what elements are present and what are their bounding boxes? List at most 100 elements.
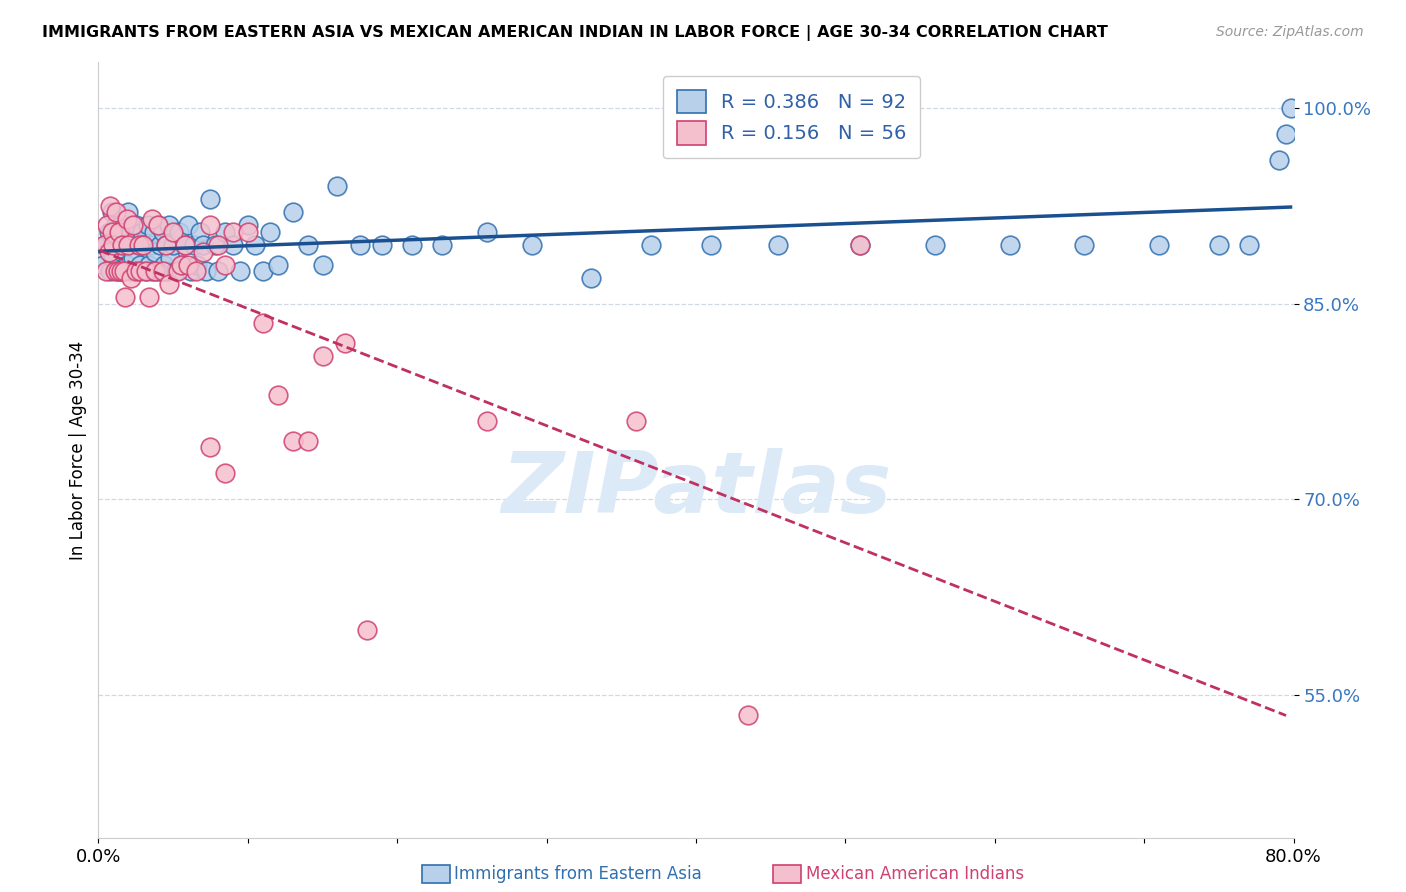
Point <box>120 225 142 239</box>
Point <box>155 238 177 252</box>
Point <box>297 434 319 448</box>
Point <box>139 238 162 252</box>
Point <box>129 258 152 272</box>
Point <box>191 244 214 259</box>
Point <box>128 238 150 252</box>
Point <box>640 238 662 252</box>
Point <box>475 414 498 428</box>
Point <box>1275 127 1298 141</box>
Point <box>159 251 181 265</box>
Point <box>101 205 124 219</box>
Point <box>157 277 180 292</box>
Point <box>1237 238 1260 252</box>
Point <box>186 258 208 272</box>
Point <box>148 219 170 233</box>
Point <box>153 258 176 272</box>
Point <box>129 264 152 278</box>
Point <box>135 264 157 278</box>
Point <box>115 211 138 226</box>
Point <box>125 264 148 278</box>
Point <box>138 290 160 304</box>
Point <box>401 238 423 252</box>
Point <box>157 219 180 233</box>
Point <box>142 225 165 239</box>
Point <box>98 199 122 213</box>
Point <box>93 238 115 252</box>
Point <box>204 238 226 252</box>
Point <box>103 251 125 265</box>
Point <box>103 238 125 252</box>
Point <box>267 388 290 402</box>
Point <box>333 335 356 350</box>
Point <box>581 270 603 285</box>
Text: ZIPatlas: ZIPatlas <box>501 448 891 531</box>
Point <box>174 238 197 252</box>
Point <box>183 238 205 252</box>
Point <box>281 434 304 448</box>
Point <box>111 238 134 252</box>
Point <box>141 264 163 278</box>
Point <box>191 238 214 252</box>
Point <box>111 244 134 259</box>
Point <box>207 264 229 278</box>
Point <box>131 225 153 239</box>
Point <box>195 264 218 278</box>
Point <box>214 225 236 239</box>
Point <box>172 258 194 272</box>
Point <box>236 219 259 233</box>
Point <box>162 238 184 252</box>
Point <box>924 238 946 252</box>
Text: Source: ZipAtlas.com: Source: ZipAtlas.com <box>1216 25 1364 39</box>
Point <box>626 414 648 428</box>
Point <box>108 225 131 239</box>
Point <box>356 623 378 637</box>
Point <box>252 264 274 278</box>
Point <box>311 349 333 363</box>
Point <box>1208 238 1230 252</box>
Point <box>475 225 498 239</box>
Point <box>281 205 304 219</box>
Point <box>162 225 184 239</box>
Point <box>520 238 543 252</box>
Point <box>207 238 229 252</box>
Point <box>167 225 190 239</box>
Point <box>700 238 723 252</box>
Point <box>124 231 146 245</box>
Point <box>177 219 200 233</box>
Point <box>120 270 142 285</box>
Point <box>236 225 259 239</box>
Point <box>101 225 124 239</box>
Point <box>115 258 138 272</box>
Point <box>117 205 139 219</box>
Point <box>152 225 174 239</box>
Point <box>114 238 136 252</box>
Point <box>188 225 211 239</box>
Point <box>108 264 131 278</box>
Point <box>267 258 290 272</box>
Point <box>349 238 371 252</box>
Point <box>138 258 160 272</box>
Point <box>1279 101 1302 115</box>
Point <box>136 219 159 233</box>
Point <box>200 219 222 233</box>
Point <box>214 258 236 272</box>
Point <box>121 251 143 265</box>
Point <box>156 264 179 278</box>
Point <box>180 264 202 278</box>
Point <box>229 264 252 278</box>
Text: IMMIGRANTS FROM EASTERN ASIA VS MEXICAN AMERICAN INDIAN IN LABOR FORCE | AGE 30-: IMMIGRANTS FROM EASTERN ASIA VS MEXICAN … <box>42 25 1108 41</box>
Point <box>105 205 128 219</box>
Point <box>114 290 136 304</box>
Point <box>1267 153 1289 168</box>
Point <box>135 264 157 278</box>
Point <box>112 225 135 239</box>
Point <box>174 238 197 252</box>
Point <box>132 238 155 252</box>
Point <box>121 219 143 233</box>
Point <box>1073 238 1095 252</box>
Point <box>112 264 135 278</box>
Point <box>94 264 117 278</box>
Legend: R = 0.386   N = 92, R = 0.156   N = 56: R = 0.386 N = 92, R = 0.156 N = 56 <box>662 76 921 159</box>
Point <box>141 211 163 226</box>
Point <box>111 264 134 278</box>
